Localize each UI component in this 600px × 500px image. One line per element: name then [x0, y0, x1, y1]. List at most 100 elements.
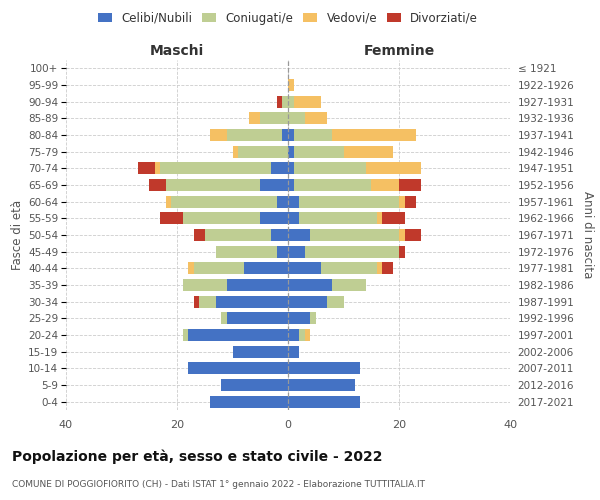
Bar: [288, 329, 299, 341]
Bar: [343, 146, 394, 158]
Bar: [305, 246, 399, 258]
Bar: [293, 146, 343, 158]
Bar: [305, 329, 310, 341]
Bar: [283, 129, 288, 141]
Bar: [288, 96, 293, 108]
Bar: [299, 212, 377, 224]
Bar: [155, 162, 160, 174]
Bar: [288, 229, 310, 241]
Bar: [188, 362, 288, 374]
Bar: [288, 346, 299, 358]
Bar: [210, 129, 227, 141]
Bar: [366, 162, 421, 174]
Bar: [160, 212, 182, 224]
Text: Femmine: Femmine: [364, 44, 434, 58]
Bar: [288, 246, 305, 258]
Bar: [194, 262, 244, 274]
Bar: [149, 179, 166, 191]
Bar: [227, 279, 288, 291]
Y-axis label: Fasce di età: Fasce di età: [11, 200, 24, 270]
Bar: [299, 196, 399, 207]
Bar: [399, 246, 404, 258]
Text: COMUNE DI POGGIOFIORITO (CH) - Dati ISTAT 1° gennaio 2022 - Elaborazione TUTTITA: COMUNE DI POGGIOFIORITO (CH) - Dati ISTA…: [12, 480, 425, 489]
Bar: [271, 229, 288, 241]
Bar: [288, 262, 322, 274]
Bar: [288, 179, 293, 191]
Bar: [216, 296, 288, 308]
Bar: [404, 196, 416, 207]
Bar: [288, 146, 293, 158]
Bar: [216, 246, 277, 258]
Bar: [283, 96, 288, 108]
Bar: [271, 162, 288, 174]
Bar: [332, 279, 366, 291]
Bar: [288, 379, 355, 391]
Bar: [277, 96, 283, 108]
Bar: [227, 312, 288, 324]
Bar: [404, 229, 421, 241]
Bar: [288, 79, 293, 91]
Bar: [399, 196, 404, 207]
Bar: [221, 312, 227, 324]
Text: Maschi: Maschi: [150, 44, 204, 58]
Bar: [293, 129, 332, 141]
Bar: [210, 396, 288, 407]
Bar: [371, 179, 399, 191]
Bar: [260, 212, 288, 224]
Bar: [299, 329, 305, 341]
Bar: [288, 296, 327, 308]
Bar: [238, 146, 288, 158]
Bar: [205, 229, 271, 241]
Bar: [244, 262, 288, 274]
Bar: [288, 396, 360, 407]
Bar: [310, 229, 399, 241]
Bar: [293, 96, 322, 108]
Bar: [182, 212, 260, 224]
Bar: [399, 229, 404, 241]
Bar: [310, 312, 316, 324]
Bar: [182, 329, 188, 341]
Bar: [227, 129, 283, 141]
Bar: [288, 312, 310, 324]
Bar: [172, 196, 277, 207]
Bar: [382, 212, 404, 224]
Bar: [138, 162, 155, 174]
Bar: [277, 246, 288, 258]
Bar: [160, 162, 271, 174]
Bar: [249, 112, 260, 124]
Y-axis label: Anni di nascita: Anni di nascita: [581, 192, 594, 278]
Bar: [194, 296, 199, 308]
Bar: [399, 179, 421, 191]
Bar: [233, 146, 238, 158]
Bar: [288, 212, 299, 224]
Bar: [377, 262, 382, 274]
Legend: Celibi/Nubili, Coniugati/e, Vedovi/e, Divorziati/e: Celibi/Nubili, Coniugati/e, Vedovi/e, Di…: [98, 12, 478, 24]
Bar: [199, 296, 216, 308]
Bar: [293, 179, 371, 191]
Bar: [288, 162, 293, 174]
Bar: [260, 112, 288, 124]
Bar: [327, 296, 343, 308]
Bar: [188, 329, 288, 341]
Bar: [260, 179, 288, 191]
Bar: [188, 262, 194, 274]
Bar: [194, 229, 205, 241]
Bar: [288, 279, 332, 291]
Bar: [377, 212, 382, 224]
Bar: [221, 379, 288, 391]
Bar: [233, 346, 288, 358]
Bar: [277, 196, 288, 207]
Bar: [166, 196, 172, 207]
Bar: [288, 112, 305, 124]
Text: Popolazione per età, sesso e stato civile - 2022: Popolazione per età, sesso e stato civil…: [12, 450, 383, 464]
Bar: [288, 362, 360, 374]
Bar: [293, 162, 366, 174]
Bar: [382, 262, 394, 274]
Bar: [322, 262, 377, 274]
Bar: [288, 129, 293, 141]
Bar: [182, 279, 227, 291]
Bar: [305, 112, 327, 124]
Bar: [166, 179, 260, 191]
Bar: [332, 129, 416, 141]
Bar: [288, 196, 299, 207]
